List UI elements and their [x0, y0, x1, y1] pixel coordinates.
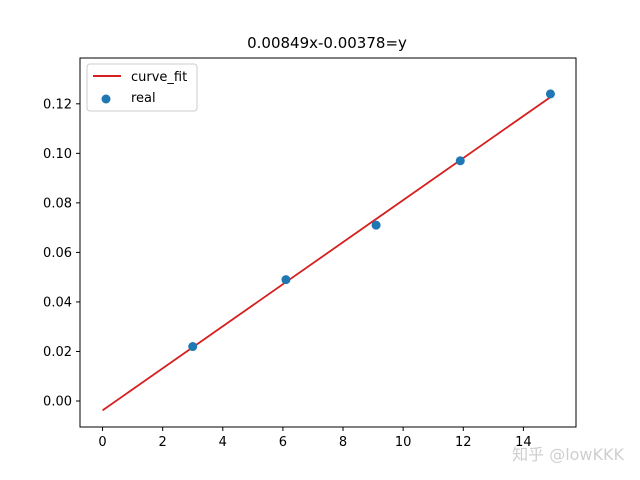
x-tick-label: 2: [159, 435, 167, 450]
fit-line: [102, 96, 551, 412]
y-axis: 0.00 0.02 0.04 0.06 0.08 0.10 0.12: [43, 97, 80, 409]
x-tick-label: 0: [98, 435, 106, 450]
x-axis: 0 2 4 6 8 10 12 14: [98, 427, 532, 450]
plot-frame: [79, 57, 577, 428]
y-tick-label: 0.02: [43, 345, 72, 360]
x-tick-label: 4: [219, 435, 227, 450]
y-tick-label: 0.08: [43, 196, 72, 211]
x-tick-label: 10: [395, 435, 412, 450]
legend-label-real: real: [131, 91, 156, 106]
data-point: [188, 342, 198, 352]
data-point: [281, 275, 291, 285]
chart-title: 0.00849x-0.00378=y: [247, 34, 407, 52]
plot-layer: [102, 89, 555, 412]
y-tick-label: 0.12: [43, 97, 72, 112]
data-point: [371, 220, 381, 230]
legend: curve_fit real: [86, 63, 198, 112]
x-tick-label: 6: [279, 435, 287, 450]
x-tick-label: 8: [339, 435, 347, 450]
y-tick-label: 0.00: [43, 394, 72, 409]
y-tick-label: 0.06: [43, 246, 72, 261]
legend-swatch-real: [101, 94, 111, 104]
x-tick-label: 14: [515, 435, 532, 450]
x-tick-label: 12: [455, 435, 472, 450]
y-tick-label: 0.04: [43, 295, 72, 310]
watermark: 知乎 @lowKKK: [512, 445, 624, 464]
y-tick-label: 0.10: [43, 147, 72, 162]
data-point: [545, 89, 555, 99]
legend-label-curve-fit: curve_fit: [131, 70, 187, 85]
data-point: [455, 156, 465, 166]
